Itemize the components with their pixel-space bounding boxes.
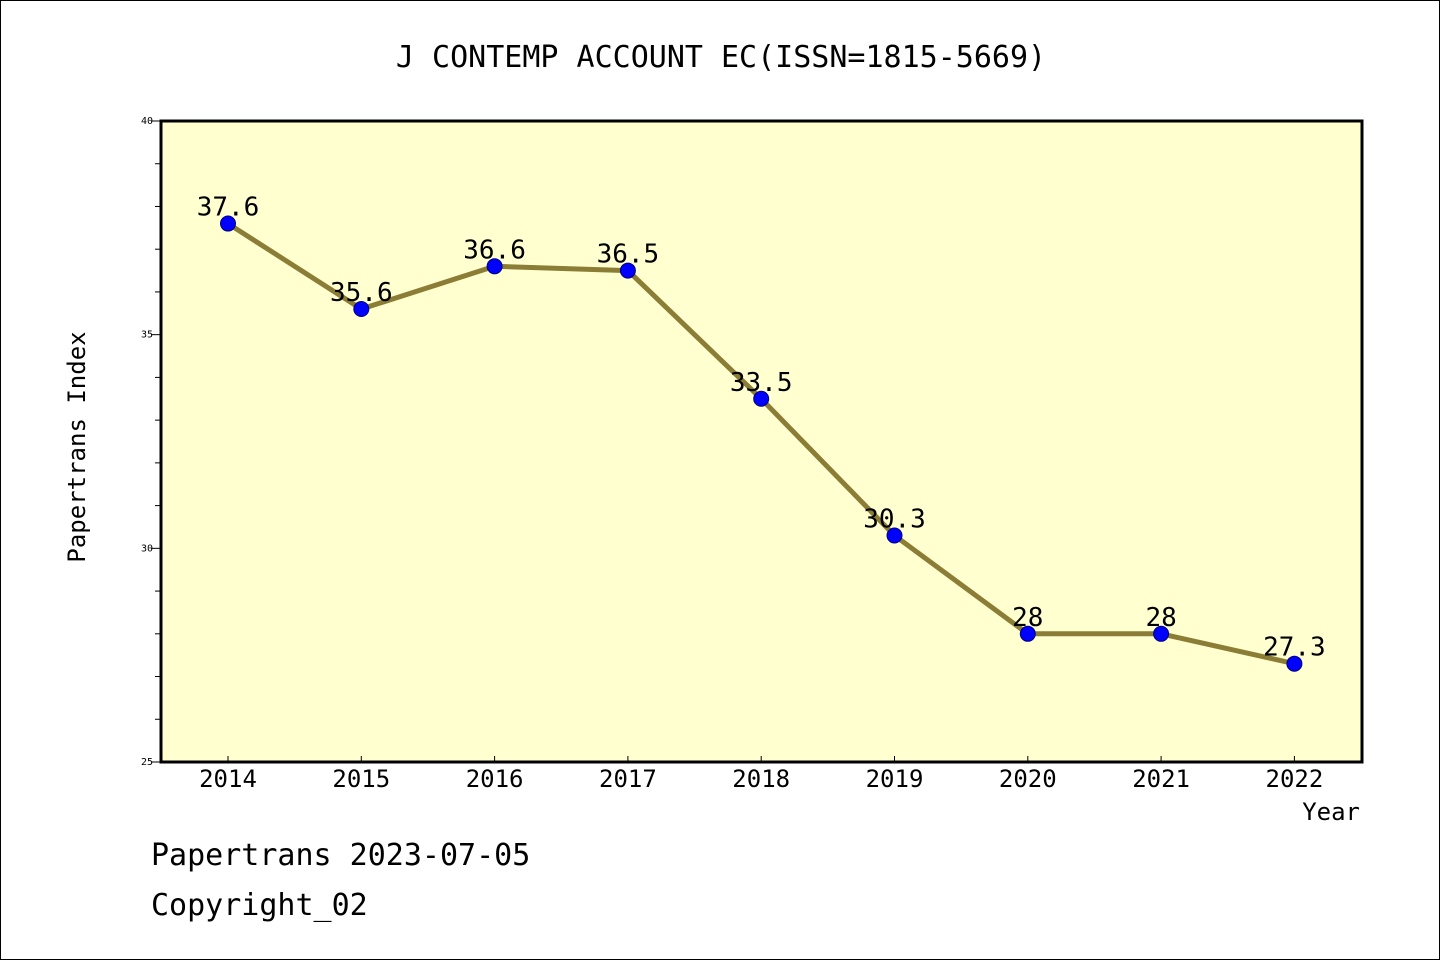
data-point [753, 390, 770, 407]
y-axis-label: Papertrans Index [63, 331, 91, 562]
x-tick-label: 2021 [1132, 765, 1190, 793]
data-label: 35.6 [330, 278, 393, 308]
data-point [1019, 625, 1036, 642]
x-tick-label: 2014 [199, 765, 257, 793]
data-point [353, 301, 370, 318]
data-point [619, 262, 636, 279]
data-label: 28 [1012, 603, 1043, 633]
y-tick-label: 30 [141, 543, 153, 554]
x-tick-label: 2019 [866, 765, 924, 793]
x-tick-label: 2017 [599, 765, 657, 793]
data-label: 33.5 [730, 368, 793, 398]
data-labels: 37.6 35.6 36.6 36.5 33.5 30.3 28 28 27.3 [197, 193, 1326, 663]
data-point [1153, 625, 1170, 642]
x-tick-label: 2015 [332, 765, 390, 793]
data-label: 36.5 [597, 240, 660, 270]
data-point [1286, 655, 1303, 672]
data-label: 28 [1145, 603, 1176, 633]
data-label: 30.3 [863, 505, 926, 535]
data-label: 27.3 [1263, 633, 1326, 663]
x-tick-label: 2016 [466, 765, 524, 793]
x-tick-label: 2018 [732, 765, 790, 793]
x-axis-label: Year [1302, 798, 1360, 826]
data-label: 36.6 [463, 235, 526, 265]
x-tick-label: 2020 [999, 765, 1057, 793]
y-tick-label: 25 [141, 757, 153, 768]
y-tick-label: 40 [141, 116, 153, 127]
data-point [220, 215, 236, 232]
x-axis: 2014 2015 2016 2017 2018 2019 2020 2021 2022 [199, 756, 1323, 793]
y-tick-label: 35 [141, 330, 153, 341]
plot-area [159, 119, 1364, 764]
data-label: 37.6 [197, 193, 260, 223]
footer-copyright: Copyright_02 [151, 888, 368, 923]
series-line [220, 215, 1303, 672]
chart-title: J CONTEMP ACCOUNT EC(ISSN=1815-5669) [396, 40, 1046, 75]
footer-date: Papertrans 2023-07-05 [151, 838, 530, 873]
data-point [886, 527, 903, 544]
data-point [486, 258, 503, 275]
y-axis: 25 30 35 40 [141, 116, 161, 768]
x-tick-label: 2022 [1266, 765, 1324, 793]
